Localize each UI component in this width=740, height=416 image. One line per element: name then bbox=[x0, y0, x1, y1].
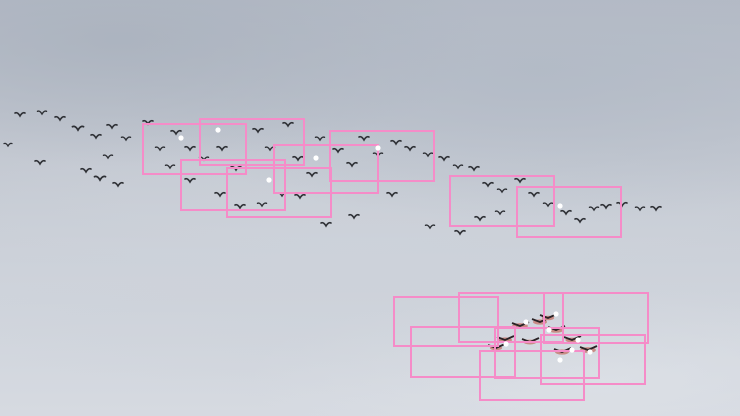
keypoint-marker bbox=[587, 349, 593, 355]
keypoint-marker bbox=[266, 177, 272, 183]
bird-silhouette bbox=[256, 202, 268, 208]
bird-silhouette bbox=[332, 147, 344, 154]
bird-silhouette bbox=[542, 202, 554, 208]
bird-silhouette bbox=[184, 177, 196, 184]
keypoint-marker bbox=[375, 145, 381, 151]
bird-silhouette bbox=[650, 205, 662, 212]
bird-silhouette bbox=[282, 121, 294, 128]
bird-silhouette bbox=[71, 125, 85, 132]
bird-silhouette bbox=[54, 115, 66, 122]
keypoint-marker bbox=[178, 135, 184, 141]
bird-silhouette bbox=[93, 175, 107, 182]
keypoint-marker bbox=[503, 341, 509, 347]
bird-silhouette bbox=[3, 142, 13, 148]
bird-silhouette bbox=[292, 155, 304, 162]
keypoint-marker bbox=[553, 311, 559, 317]
bird-silhouette bbox=[216, 145, 228, 152]
bird-silhouette bbox=[214, 191, 226, 198]
bird-silhouette bbox=[112, 181, 124, 188]
bird-silhouette bbox=[320, 221, 332, 228]
detection-box bbox=[180, 159, 286, 211]
bird-silhouette bbox=[106, 123, 118, 130]
bird-silhouette bbox=[528, 191, 540, 198]
detection-box bbox=[273, 144, 379, 194]
bird-silhouette bbox=[438, 155, 450, 162]
bird-silhouette bbox=[102, 154, 114, 160]
bird-silhouette bbox=[80, 167, 92, 174]
detection-box bbox=[543, 292, 649, 344]
keypoint-marker bbox=[313, 155, 319, 161]
bird-silhouette bbox=[36, 110, 48, 116]
bird-silhouette bbox=[452, 164, 464, 170]
bird-silhouette bbox=[422, 152, 434, 158]
keypoint-marker bbox=[523, 319, 529, 325]
bird-silhouette bbox=[154, 146, 166, 152]
bird-silhouette bbox=[404, 145, 416, 152]
bird-silhouette bbox=[234, 203, 246, 210]
bird-silhouette bbox=[120, 136, 132, 142]
bird-silhouette bbox=[252, 127, 264, 134]
detection-box bbox=[199, 118, 305, 166]
bird-silhouette bbox=[474, 215, 486, 222]
bird-silhouette bbox=[14, 111, 26, 118]
detection-box bbox=[449, 175, 555, 227]
detection-box bbox=[142, 123, 247, 175]
bird-silhouette bbox=[560, 209, 572, 216]
bird-silhouette bbox=[346, 161, 358, 168]
flamingo-wing bbox=[579, 345, 598, 351]
keypoint-marker bbox=[215, 127, 221, 133]
bird-silhouette bbox=[496, 188, 508, 194]
bird-silhouette bbox=[634, 206, 646, 212]
detection-box bbox=[494, 327, 600, 379]
bird-silhouette bbox=[170, 129, 182, 136]
bird-silhouette bbox=[574, 217, 586, 224]
bird-silhouette bbox=[600, 203, 612, 210]
bird-silhouette bbox=[90, 133, 102, 140]
keypoints bbox=[178, 127, 593, 363]
bounding-boxes bbox=[142, 118, 649, 401]
bird-silhouette bbox=[386, 191, 398, 198]
keypoint-marker bbox=[557, 203, 563, 209]
keypoint-marker bbox=[557, 357, 563, 363]
bird-silhouette bbox=[588, 206, 600, 212]
detection-box bbox=[479, 350, 585, 401]
bird-silhouette bbox=[348, 213, 360, 220]
detection-box bbox=[540, 334, 646, 385]
keypoint-marker bbox=[546, 327, 552, 333]
detection-box bbox=[393, 296, 499, 347]
detection-box bbox=[516, 186, 622, 238]
bird-silhouette bbox=[294, 193, 306, 200]
keypoint-marker bbox=[575, 337, 581, 343]
bird-silhouette bbox=[230, 165, 242, 172]
keypoint-marker bbox=[569, 347, 575, 353]
flamingo-wing bbox=[496, 335, 515, 341]
detection-box bbox=[329, 130, 435, 182]
bird-silhouette bbox=[514, 177, 526, 184]
bird-silhouette bbox=[454, 229, 466, 236]
detection-box bbox=[458, 292, 564, 343]
bird-silhouette bbox=[164, 164, 176, 170]
bird-silhouette bbox=[184, 145, 196, 152]
bird-silhouette bbox=[34, 159, 46, 166]
bird-silhouette bbox=[314, 136, 326, 142]
bird-silhouette bbox=[424, 224, 436, 230]
bird-silhouette bbox=[482, 181, 494, 188]
bird-silhouette bbox=[390, 139, 402, 146]
bird-silhouette bbox=[306, 171, 318, 178]
bird-silhouette bbox=[358, 135, 370, 142]
bird-silhouette bbox=[468, 165, 480, 172]
bird-silhouette bbox=[494, 210, 506, 216]
flamingo-wing bbox=[563, 335, 582, 341]
